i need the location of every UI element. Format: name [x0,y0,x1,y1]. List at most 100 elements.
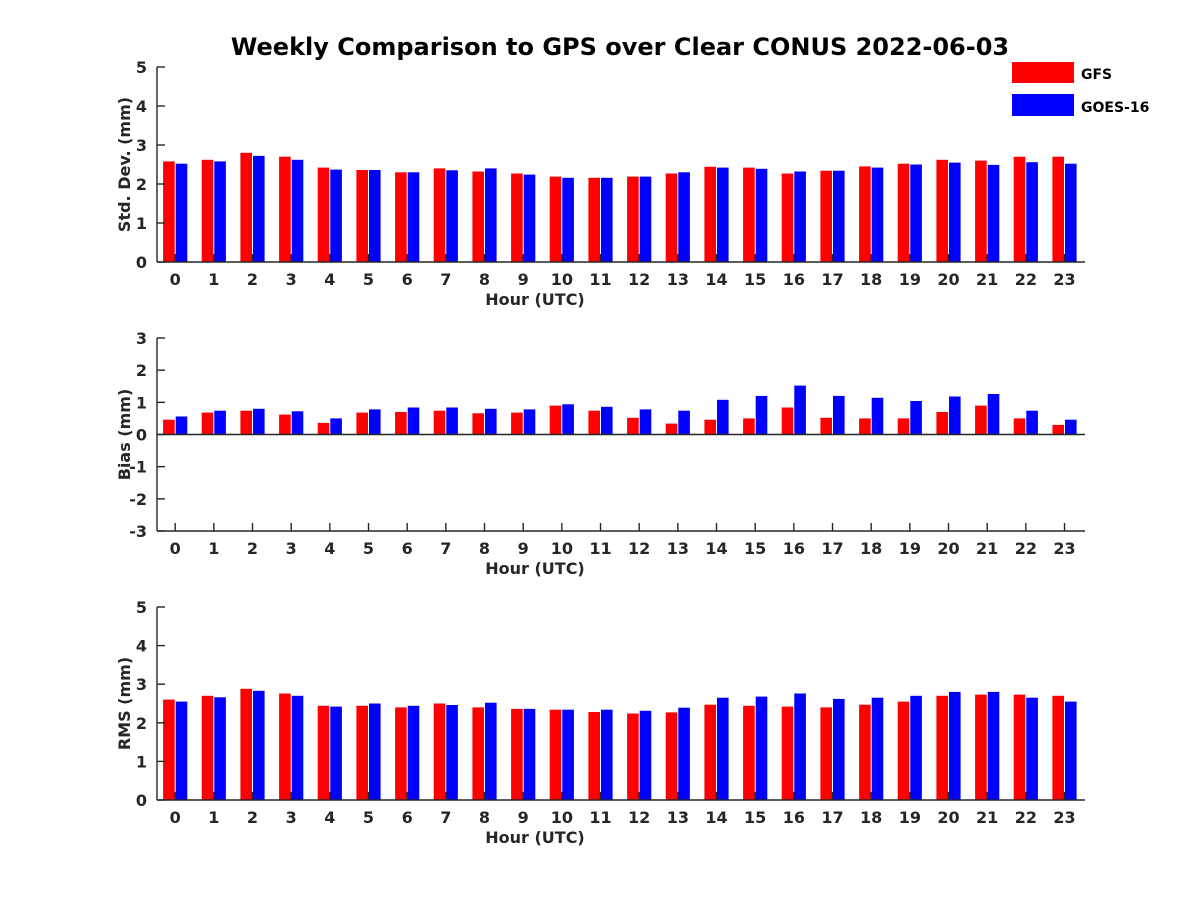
bar-gfs-hour-11 [588,410,600,435]
y-tick-label: 5 [136,58,147,77]
y-tick-label: 3 [136,136,147,155]
bar-goes16-hour-14 [717,399,729,435]
bar-goes16-hour-8 [485,168,497,262]
x-tick-label: 20 [937,270,959,289]
legend-label-goes16: GOES-16 [1081,100,1149,116]
x-tick-label: 0 [170,270,181,289]
bar-goes16-hour-15 [755,395,768,435]
x-tick-label: 1 [208,808,219,827]
bar-gfs-hour-0 [163,699,175,800]
x-tick-label: 10 [551,270,573,289]
y-tick-label: 0 [136,253,147,272]
bar-gfs-hour-13 [665,712,678,800]
bar-goes16-hour-19 [910,164,922,262]
x-tick-label: 17 [821,270,843,289]
x-tick-label: 4 [324,539,335,558]
legend-label-gfs: GFS [1081,67,1112,83]
bar-goes16-hour-6 [407,705,420,800]
x-tick-label: 23 [1053,808,1075,827]
bar-goes16-hour-20 [949,162,961,262]
x-tick-label: 9 [518,539,529,558]
bar-gfs-hour-3 [279,156,291,262]
bar-goes16-hour-23 [1065,419,1077,435]
y-tick-label: 2 [136,714,147,733]
y-tick-label: 1 [136,214,147,233]
bar-goes16-hour-9 [523,708,536,800]
bar-gfs-hour-16 [781,407,794,435]
bar-gfs-hour-8 [472,171,484,262]
bar-gfs-hour-1 [201,695,214,800]
bar-goes16-hour-4 [330,706,342,800]
bar-goes16-hour-16 [794,385,806,435]
x-tick-label: 1 [208,270,219,289]
bar-goes16-hour-1 [214,410,226,435]
bar-goes16-hour-21 [987,394,1000,435]
bar-goes16-hour-5 [369,409,381,435]
bar-goes16-hour-4 [330,418,342,435]
x-tick-label: 12 [628,270,650,289]
bar-gfs-hour-11 [588,712,600,800]
legend-swatch-gfs [1012,62,1074,83]
bar-goes16-hour-16 [794,693,806,800]
bar-gfs-hour-9 [511,708,523,800]
x-tick-label: 4 [324,808,335,827]
bar-goes16-hour-11 [601,709,613,800]
bar-goes16-hour-13 [678,410,690,435]
bar-goes16-hour-17 [833,395,845,435]
chart-title: Weekly Comparison to GPS over Clear CONU… [231,33,1009,61]
bar-gfs-hour-18 [859,704,871,800]
bar-gfs-hour-2 [240,410,252,435]
x-tick-label: 13 [667,539,689,558]
y-tick-label: 4 [136,637,147,656]
bar-goes16-hour-9 [523,174,536,262]
bar-gfs-hour-0 [163,419,175,435]
x-tick-label: 6 [402,808,413,827]
bar-gfs-hour-16 [781,706,794,800]
bar-goes16-hour-20 [949,396,961,435]
bar-goes16-hour-0 [175,416,188,435]
x-tick-label: 3 [286,808,297,827]
x-tick-label: 15 [744,270,766,289]
x-tick-label: 5 [363,808,374,827]
x-tick-label: 14 [705,808,727,827]
x-tick-label: 15 [744,808,766,827]
x-tick-label: 22 [1015,539,1037,558]
bar-goes16-hour-4 [330,169,342,262]
bar-gfs-hour-4 [317,167,330,262]
y-tick-label: 1 [136,393,147,412]
x-tick-label: 19 [899,808,921,827]
bar-goes16-hour-17 [833,170,845,262]
x-tick-label: 11 [589,539,611,558]
bar-gfs-hour-7 [433,168,446,262]
bar-goes16-hour-8 [485,408,497,435]
x-tick-label: 21 [976,808,998,827]
x-axis-label: Hour (UTC) [485,290,585,309]
bar-goes16-hour-15 [755,168,768,262]
y-tick-label: 2 [136,175,147,194]
bar-gfs-hour-17 [820,707,832,800]
x-axis-label: Hour (UTC) [485,559,585,578]
x-tick-label: 16 [783,539,805,558]
x-tick-label: 14 [705,539,727,558]
bar-gfs-hour-10 [549,405,562,435]
x-tick-label: 22 [1015,270,1037,289]
x-tick-label: 23 [1053,270,1075,289]
x-tick-label: 4 [324,270,335,289]
x-tick-label: 15 [744,539,766,558]
x-tick-label: 14 [705,270,727,289]
x-tick-label: 5 [363,539,374,558]
x-tick-label: 11 [589,808,611,827]
bar-gfs-hour-14 [704,704,716,800]
bar-gfs-hour-23 [1052,695,1064,800]
bar-gfs-hour-18 [859,418,871,435]
x-tick-label: 12 [628,808,650,827]
bar-goes16-hour-7 [446,170,458,262]
x-tick-label: 21 [976,270,998,289]
bar-gfs-hour-1 [201,412,214,435]
x-tick-label: 0 [170,808,181,827]
x-tick-label: 18 [860,270,882,289]
bar-gfs-hour-22 [1013,694,1026,800]
bar-gfs-hour-17 [820,170,832,262]
